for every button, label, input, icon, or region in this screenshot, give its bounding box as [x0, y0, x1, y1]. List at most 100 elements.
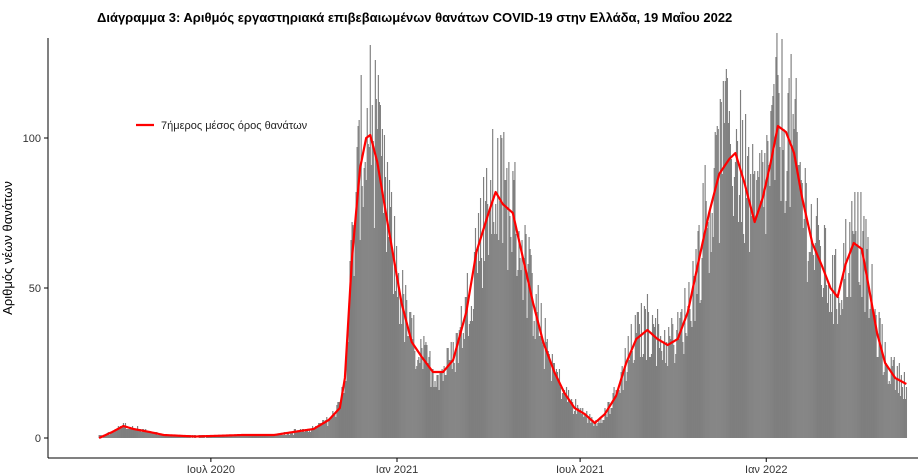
daily-deaths-bar	[510, 237, 512, 438]
daily-deaths-bar	[517, 270, 519, 438]
daily-deaths-bar	[881, 324, 883, 438]
daily-deaths-bar	[880, 348, 882, 438]
daily-deaths-bar	[671, 318, 673, 438]
daily-deaths-bar	[856, 246, 858, 438]
daily-deaths-bar	[787, 93, 789, 438]
daily-deaths-bar	[546, 339, 548, 438]
daily-deaths-bar	[447, 348, 449, 438]
daily-deaths-bar	[390, 192, 393, 438]
daily-deaths-bar	[282, 435, 284, 438]
daily-deaths-bar	[293, 429, 295, 438]
daily-deaths-bar	[267, 435, 269, 438]
daily-deaths-bar	[158, 435, 160, 438]
daily-deaths-bar	[259, 435, 261, 438]
daily-deaths-bar	[504, 180, 506, 438]
daily-deaths-bar	[747, 156, 749, 438]
daily-deaths-bar	[563, 390, 566, 438]
daily-deaths-bar	[608, 402, 610, 438]
daily-deaths-bar	[594, 423, 596, 438]
daily-deaths-bar	[118, 429, 120, 438]
daily-deaths-bar	[717, 129, 719, 438]
daily-deaths-bar	[661, 351, 663, 438]
daily-deaths-bar	[343, 393, 345, 438]
daily-deaths-bar	[861, 297, 863, 438]
daily-deaths-bar	[403, 294, 405, 438]
daily-deaths-bar	[162, 435, 164, 438]
daily-deaths-bar	[849, 222, 851, 438]
daily-deaths-bar	[494, 234, 496, 438]
daily-deaths-bar	[691, 327, 693, 438]
daily-deaths-bar	[660, 336, 662, 438]
daily-deaths-bar	[430, 387, 432, 438]
daily-deaths-bar	[314, 429, 316, 438]
daily-deaths-bar	[345, 381, 347, 438]
daily-deaths-bar	[674, 363, 676, 438]
daily-deaths-bar	[275, 435, 277, 438]
daily-deaths-bar	[835, 249, 837, 438]
daily-deaths-bar	[423, 336, 425, 438]
daily-deaths-bar	[809, 252, 811, 438]
daily-deaths-bar	[742, 234, 745, 438]
daily-deaths-bar	[460, 306, 462, 438]
daily-deaths-bar	[623, 369, 625, 438]
daily-deaths-bar	[631, 351, 633, 438]
daily-deaths-bar	[848, 273, 850, 438]
daily-deaths-bar	[115, 429, 117, 438]
daily-deaths-bar	[565, 387, 568, 438]
daily-deaths-bar	[432, 369, 434, 438]
daily-deaths-bar	[552, 363, 554, 438]
daily-deaths-bar	[453, 363, 455, 438]
daily-deaths-bar	[484, 261, 486, 438]
daily-deaths-bar	[464, 297, 466, 438]
daily-deaths-bar	[700, 300, 702, 438]
daily-deaths-bar	[167, 435, 169, 438]
daily-deaths-bar	[851, 201, 853, 438]
daily-deaths-bar	[111, 432, 113, 438]
daily-deaths-bar	[300, 432, 303, 438]
daily-deaths-bar	[866, 249, 868, 438]
daily-deaths-bar	[170, 435, 172, 438]
daily-deaths-bar	[613, 387, 615, 438]
daily-deaths-bar	[520, 270, 522, 438]
daily-deaths-bar	[262, 435, 264, 438]
chart-title: Διάγραμμα 3: Αριθμός εργαστηριακά επιβεβ…	[97, 10, 733, 25]
daily-deaths-bar	[237, 435, 239, 438]
daily-deaths-bar	[383, 135, 386, 438]
daily-deaths-bar	[331, 417, 333, 438]
daily-deaths-bar	[832, 255, 834, 438]
daily-deaths-bar	[675, 354, 677, 438]
daily-deaths-bar	[124, 423, 127, 438]
daily-deaths-bar	[449, 360, 451, 438]
daily-deaths-bar	[409, 312, 411, 438]
daily-deaths-bar	[255, 435, 257, 438]
daily-deaths-bar	[461, 348, 463, 438]
daily-deaths-bar	[788, 78, 790, 438]
daily-deaths-bar	[704, 165, 706, 438]
daily-deaths-bar	[806, 282, 808, 438]
daily-deaths-bar	[641, 357, 643, 438]
daily-deaths-bar	[128, 429, 131, 438]
daily-deaths-bar	[159, 435, 161, 438]
daily-deaths-bar	[633, 360, 635, 438]
daily-deaths-bar	[143, 429, 145, 438]
daily-deaths-bar	[303, 432, 306, 438]
daily-deaths-bar	[521, 240, 523, 438]
daily-deaths-bar	[779, 147, 781, 438]
daily-deaths-bar	[479, 198, 482, 438]
daily-deaths-bar	[659, 348, 661, 438]
daily-deaths-bar	[611, 408, 613, 438]
daily-deaths-bar	[894, 390, 896, 438]
daily-deaths-bar	[868, 318, 870, 438]
daily-deaths-bar	[288, 435, 290, 438]
daily-deaths-bar	[240, 435, 242, 438]
daily-deaths-bar	[287, 432, 289, 438]
daily-deaths-bar	[658, 324, 660, 438]
daily-deaths-bar	[467, 336, 469, 438]
daily-deaths-bar	[278, 435, 280, 438]
daily-deaths-bar	[699, 303, 701, 438]
daily-deaths-bar	[630, 324, 632, 438]
daily-deaths-bar	[793, 129, 795, 438]
daily-deaths-bar	[254, 435, 256, 438]
daily-deaths-bar	[639, 357, 641, 438]
